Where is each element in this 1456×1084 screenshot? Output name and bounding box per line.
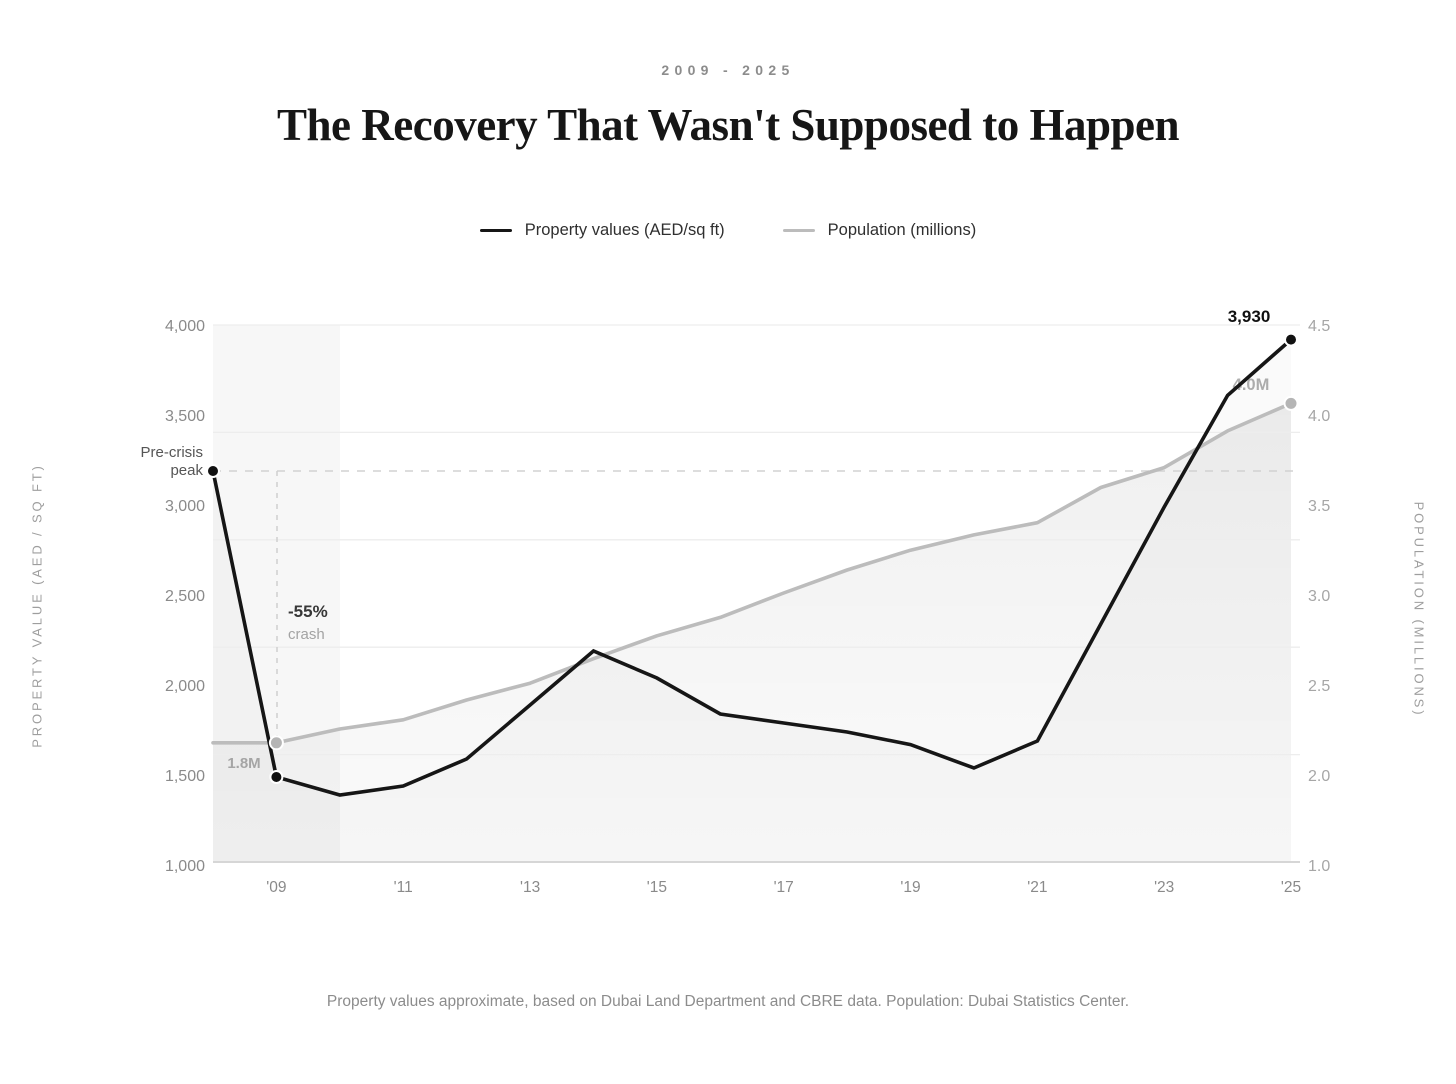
- legend-item-property-values: Property values (AED/sq ft): [479, 221, 725, 240]
- property-line-swatch: [479, 228, 512, 233]
- gridlines: [213, 324, 1300, 756]
- property-values-line: [211, 337, 1293, 797]
- population-markers: [268, 395, 1299, 751]
- data-point-dot: [206, 464, 220, 478]
- data-point-dot: [269, 770, 284, 784]
- legend-item-population: Population (millions): [782, 221, 977, 240]
- chart-title: The Recovery That Wasn't Supposed to Hap…: [276, 100, 1180, 150]
- crash-word-label: crash: [288, 626, 325, 643]
- data-point-dot: [1284, 332, 1298, 347]
- data-point-dot: [1283, 395, 1299, 411]
- pre-crisis-line1: Pre-crisis: [140, 444, 204, 461]
- date-range-eyebrow: 2009 - 2025: [661, 62, 795, 78]
- source-note: Property values approximate, based on Du…: [326, 993, 1130, 1010]
- data-point-dot: [268, 735, 284, 751]
- population-line-swatch: [782, 228, 815, 233]
- legend: Property values (AED/sq ft) Population (…: [0, 221, 1456, 240]
- crash-percent-label: -55%: [288, 602, 328, 621]
- pre-crisis-line2: peak: [170, 461, 203, 479]
- pre-crisis-peak-label: Pre-crisis peak: [141, 444, 204, 479]
- legend-label-property: Property values (AED/sq ft): [524, 221, 725, 239]
- population-line: [211, 401, 1293, 745]
- property-markers: [206, 332, 1298, 784]
- legend-label-population: Population (millions): [827, 221, 977, 239]
